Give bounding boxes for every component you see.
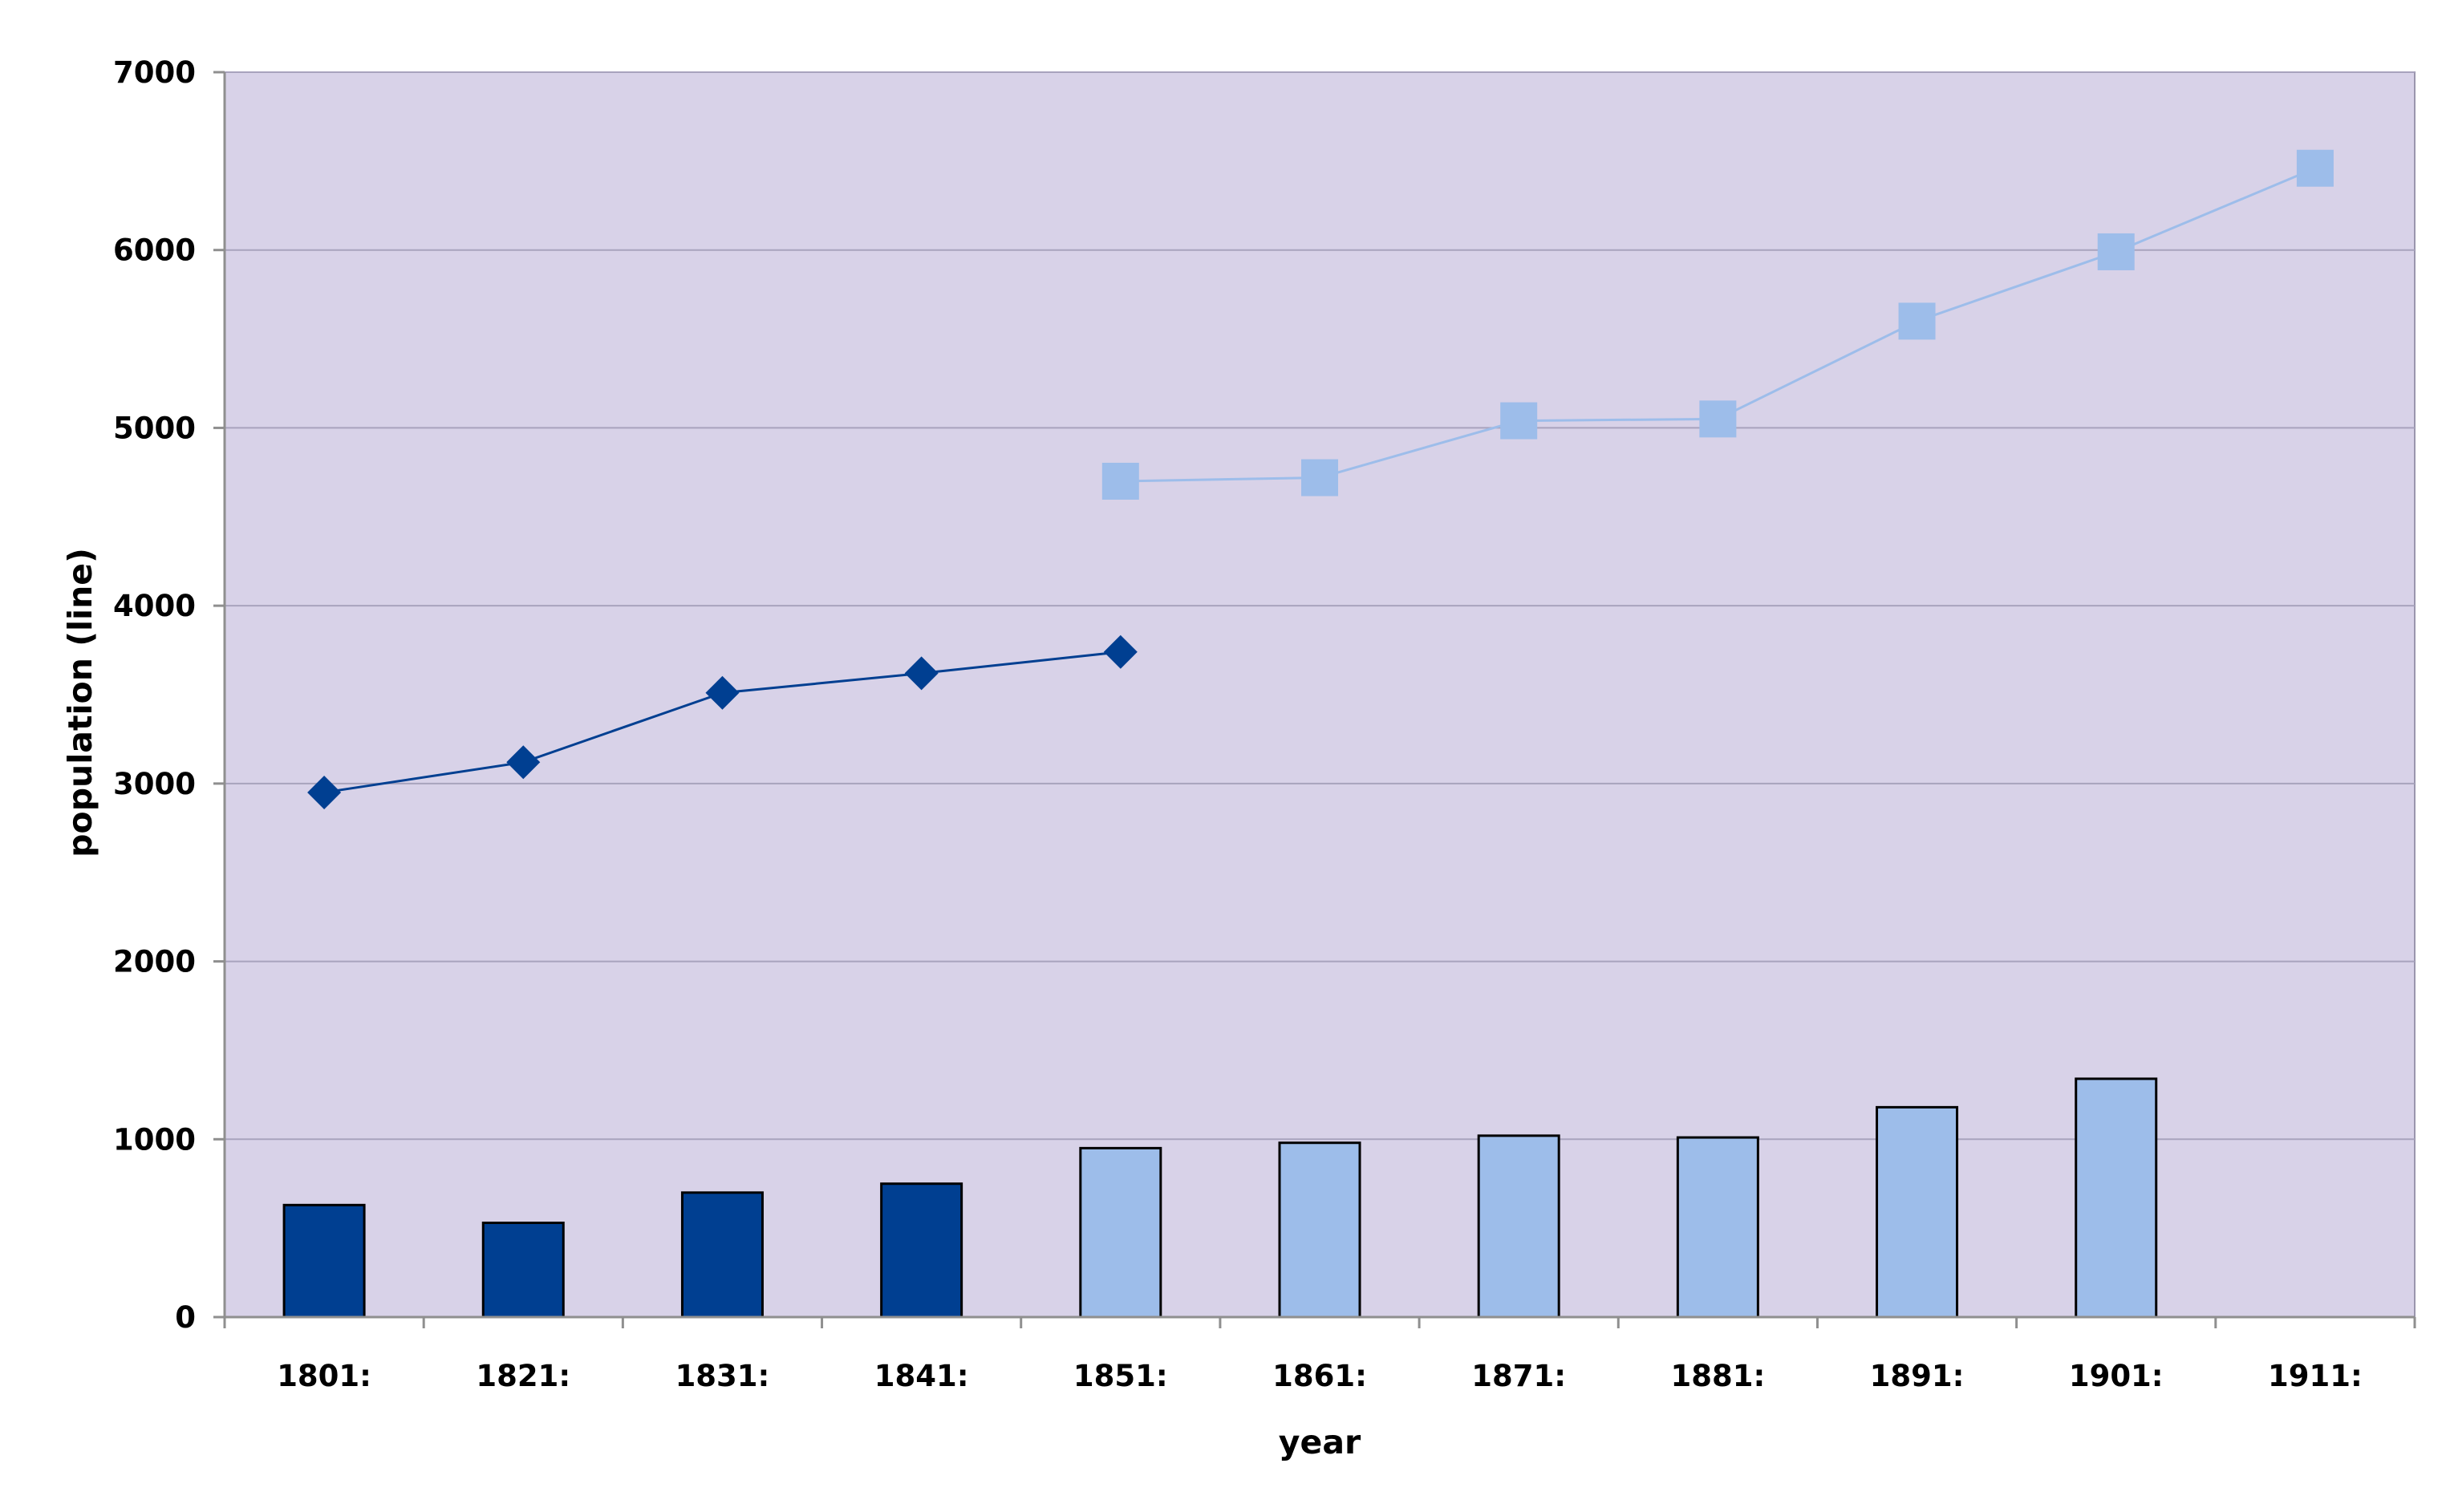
- bar-1891: [1876, 1105, 1959, 1319]
- x-tick-label-1911: 1911:: [2268, 1359, 2363, 1393]
- y-tick-label-5000: 5000: [113, 411, 196, 445]
- x-tick-label-1881: 1881:: [1670, 1359, 1765, 1393]
- x-tick-label-1891: 1891:: [1870, 1359, 1965, 1393]
- bar-1801: [282, 1203, 366, 1319]
- y-tick-label-3000: 3000: [113, 767, 196, 801]
- x-tick-label-1841: 1841:: [874, 1359, 969, 1393]
- square-marker-1901: [2097, 233, 2135, 270]
- x-tick-label-1821: 1821:: [476, 1359, 570, 1393]
- bars: [282, 1077, 2158, 1319]
- y-tick-labels: 0 1000 2000 3000 4000 5000 6000 7000: [113, 55, 196, 1335]
- x-tick-label-1901: 1901:: [2069, 1359, 2164, 1393]
- y-tick-label-7000: 7000: [113, 55, 196, 90]
- x-tick-label-1851: 1851:: [1073, 1359, 1168, 1393]
- square-marker-1881: [1699, 400, 1737, 438]
- plot-area: [224, 71, 2416, 1318]
- square-marker-1861: [1301, 459, 1338, 497]
- x-tick-label-1871: 1871:: [1471, 1359, 1566, 1393]
- x-tick-labels: 1801: 1821: 1831: 1841: 1851: 1861: 1871: 1881:…: [277, 1359, 2363, 1393]
- y-tick-label-4000: 4000: [113, 589, 196, 623]
- x-tick-label-1801: 1801:: [277, 1359, 371, 1393]
- y-axis-title: population (line): [61, 548, 99, 857]
- diamond-marker-1821: [506, 745, 541, 780]
- y-tick-label-0: 0: [175, 1300, 196, 1335]
- square-marker-1851: [1101, 462, 1139, 500]
- bar-1831: [680, 1191, 764, 1319]
- x-tick-label-1831: 1831:: [675, 1359, 770, 1393]
- bar-1851: [1079, 1146, 1162, 1319]
- diamond-marker-1841: [904, 656, 939, 691]
- diamond-marker-1851: [1103, 634, 1138, 669]
- diamond-marker-1831: [705, 675, 740, 710]
- bar-1821: [481, 1221, 565, 1319]
- y-tick-label-2000: 2000: [113, 945, 196, 979]
- square-marker-1911: [2296, 149, 2334, 187]
- square-marker-1871: [1500, 402, 1538, 440]
- gridlines: [225, 71, 2415, 1141]
- square-marker-1891: [1898, 302, 1936, 340]
- bar-1841: [880, 1182, 963, 1319]
- x-tick-label-1861: 1861:: [1272, 1359, 1367, 1393]
- markers: [307, 149, 2334, 809]
- bar-1901: [2075, 1077, 2158, 1319]
- bar-1881: [1676, 1136, 1759, 1319]
- y-tick-label-6000: 6000: [113, 233, 196, 268]
- axes: [213, 71, 2416, 1328]
- y-tick-label-1000: 1000: [113, 1122, 196, 1157]
- diamond-marker-1801: [307, 775, 342, 809]
- bar-1861: [1278, 1141, 1361, 1319]
- bar-1871: [1477, 1134, 1560, 1319]
- x-axis-title: year: [1279, 1423, 1361, 1461]
